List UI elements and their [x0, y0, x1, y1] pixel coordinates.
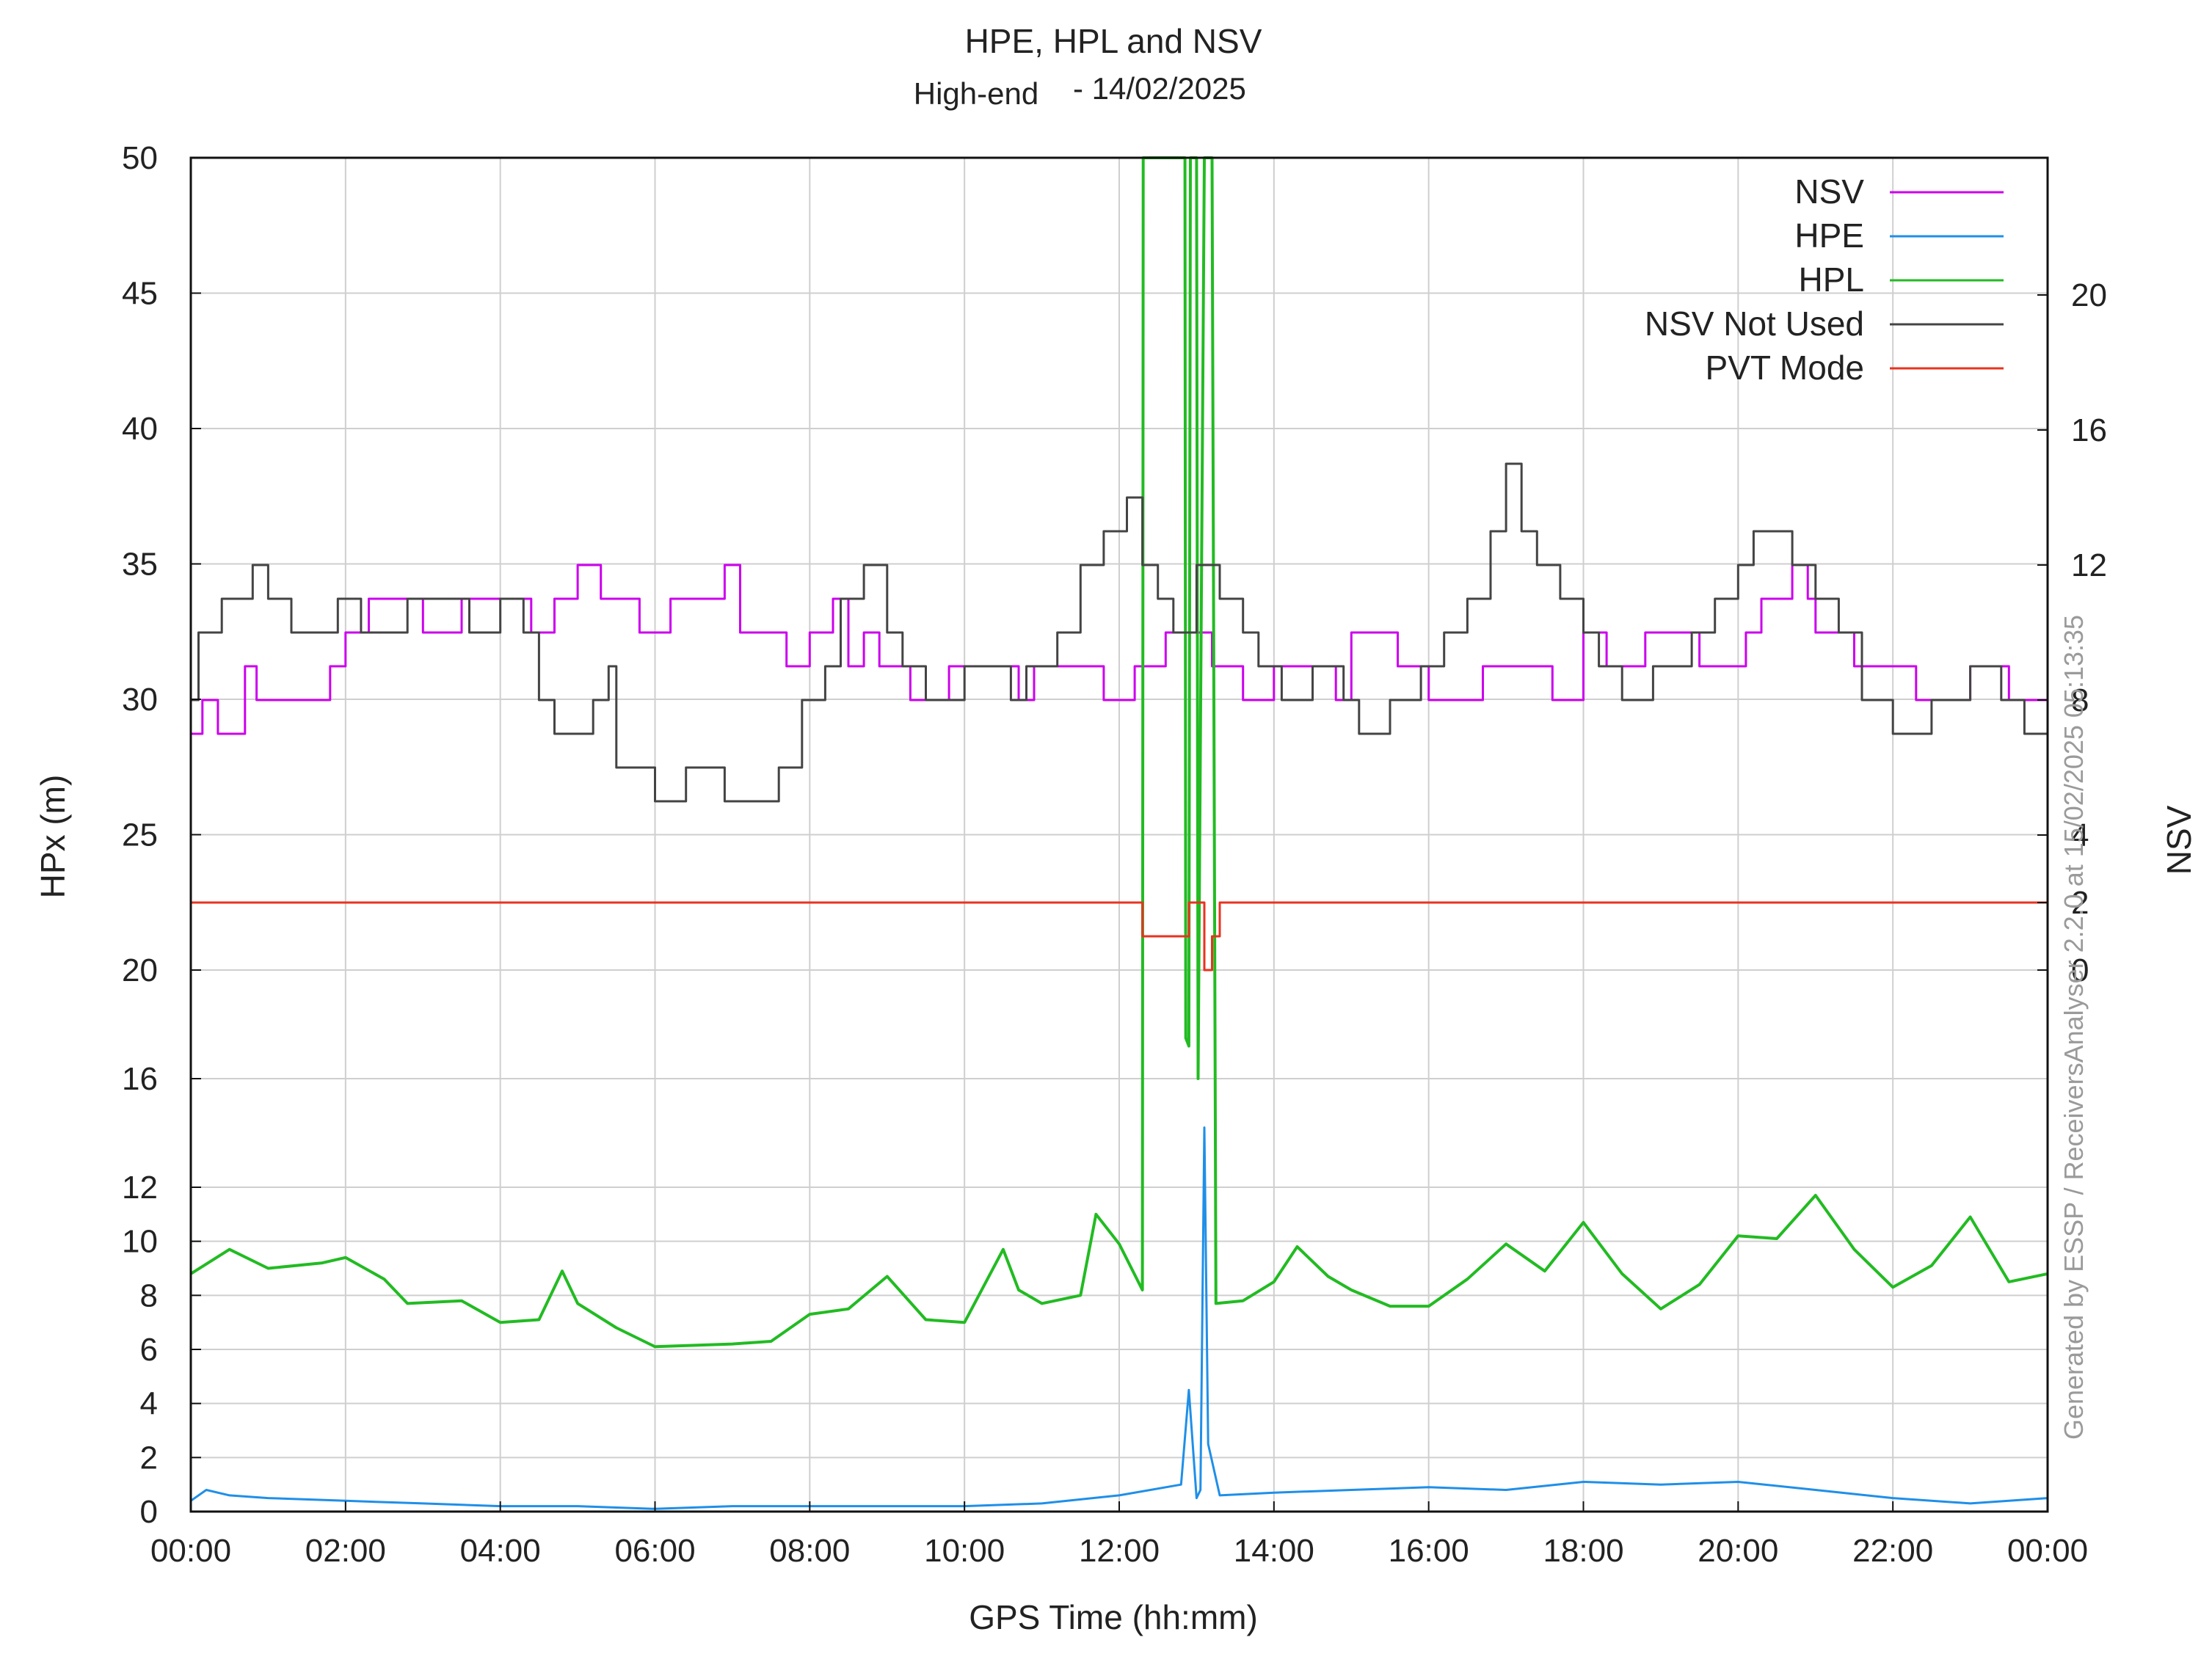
y2-tick-label: 20 [2071, 277, 2107, 313]
legend-label: NSV Not Used [1645, 305, 1864, 343]
plot-area [189, 156, 2049, 1510]
x-tick-label: 02:00 [305, 1533, 386, 1569]
x-tick-label: 20:00 [1698, 1533, 1778, 1569]
y-tick-label: 12 [122, 1170, 158, 1206]
y-tick-label: 40 [122, 411, 158, 447]
ticks: 00:00 02:00 04:00 06:00 08:00 10:00 12:00 14:00… [122, 140, 2107, 1569]
series-line-pvt-mode [191, 901, 2048, 972]
chart-title: HPE, HPL and NSV [965, 22, 1262, 60]
x-tick-label: 10:00 [924, 1533, 1005, 1569]
series-line-hpe [190, 1126, 2048, 1510]
chart-subtitle-date: - 14/02/2025 [1073, 71, 1246, 106]
y-tick-label: 30 [122, 682, 158, 718]
y-tick-label: 6 [140, 1332, 158, 1368]
x-tick-label: 06:00 [614, 1533, 695, 1569]
y-tick-label: 16 [122, 1061, 158, 1097]
y2-tick-label: 4 [2071, 817, 2089, 853]
series-line-hpl [189, 156, 2048, 1349]
series-line-nsv [191, 564, 2049, 735]
y-axis-label: HPx (m) [34, 775, 72, 899]
y-tick-label: 45 [122, 276, 158, 312]
x-tick-label: 04:00 [460, 1533, 541, 1569]
legend-label: HPE [1794, 216, 1864, 255]
watermark: Generated by ESSP / ReceiversAnalyser 2.… [2059, 615, 2089, 1440]
y-tick-label: 10 [122, 1224, 158, 1260]
x-tick-label: 22:00 [1852, 1533, 1933, 1569]
y-tick-label: 25 [122, 817, 158, 853]
legend-label: NSV [1794, 172, 1864, 211]
x-tick-label: 12:00 [1079, 1533, 1160, 1569]
y2-tick-label: 2 [2071, 885, 2089, 921]
y-tick-label: 4 [140, 1386, 158, 1422]
x-axis-label: GPS Time (hh:mm) [969, 1598, 1258, 1636]
y2-axis-label: NSV [2160, 805, 2198, 875]
y2-tick-label: 16 [2071, 412, 2107, 448]
y-tick-label: 8 [140, 1278, 158, 1313]
x-tick-label: 18:00 [1543, 1533, 1623, 1569]
x-tick-label: 14:00 [1234, 1533, 1314, 1569]
x-tick-label: 16:00 [1389, 1533, 1469, 1569]
x-tick-label: 00:00 [150, 1533, 231, 1569]
legend-label: HPL [1799, 260, 1864, 299]
y2-tick-label: 8 [2071, 682, 2089, 718]
x-tick-label: 00:00 [2007, 1533, 2088, 1569]
y-tick-label: 0 [140, 1494, 158, 1530]
series-line-nsv-not-used [191, 462, 2048, 803]
chart-subtitle-prefix: High-end [914, 76, 1038, 111]
legend: NSV HPE HPL NSV Not Used PVT Mode [1645, 172, 2004, 387]
y-tick-label: 20 [122, 952, 158, 988]
y-tick-label: 2 [140, 1440, 158, 1476]
y2-tick-label: 0 [2071, 952, 2089, 988]
y-tick-label: 35 [122, 547, 158, 583]
y-tick-label: 50 [122, 140, 158, 176]
x-tick-label: 08:00 [769, 1533, 850, 1569]
y2-tick-label: 12 [2071, 547, 2107, 583]
legend-label: PVT Mode [1706, 349, 1864, 387]
